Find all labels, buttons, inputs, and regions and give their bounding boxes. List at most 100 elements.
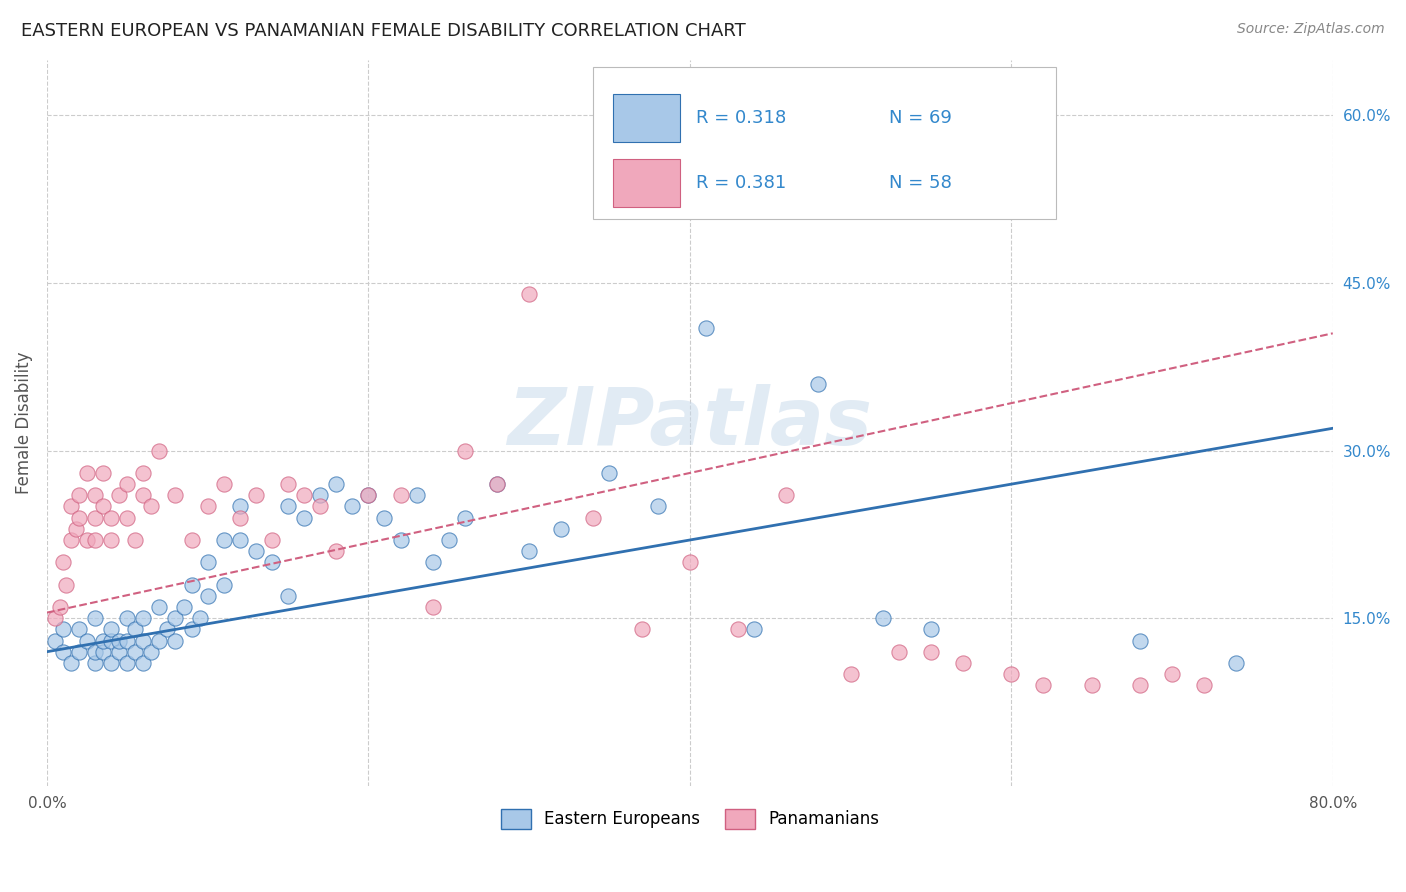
Point bbox=[91, 500, 114, 514]
Point bbox=[582, 510, 605, 524]
Point bbox=[775, 488, 797, 502]
Point bbox=[67, 645, 90, 659]
Point bbox=[357, 488, 380, 502]
Point bbox=[437, 533, 460, 547]
Point bbox=[84, 656, 107, 670]
Point bbox=[342, 500, 364, 514]
Point bbox=[1032, 198, 1054, 212]
Point bbox=[920, 623, 942, 637]
Point bbox=[454, 443, 477, 458]
Text: ZIPatlas: ZIPatlas bbox=[508, 384, 872, 462]
Point bbox=[108, 633, 131, 648]
FancyBboxPatch shape bbox=[613, 94, 679, 142]
Point bbox=[727, 623, 749, 637]
Point bbox=[309, 500, 332, 514]
Point bbox=[91, 645, 114, 659]
Point bbox=[117, 477, 139, 491]
Point bbox=[124, 645, 146, 659]
Point bbox=[148, 443, 170, 458]
Point bbox=[229, 510, 252, 524]
Point bbox=[1192, 678, 1215, 692]
Point bbox=[357, 488, 380, 502]
Point bbox=[325, 544, 347, 558]
Point bbox=[679, 555, 702, 569]
Point bbox=[952, 656, 974, 670]
Point bbox=[277, 589, 299, 603]
Point bbox=[117, 633, 139, 648]
Point bbox=[197, 555, 219, 569]
Point bbox=[76, 533, 98, 547]
Point bbox=[173, 600, 195, 615]
Point bbox=[807, 376, 830, 391]
Point bbox=[156, 623, 179, 637]
Point bbox=[1129, 678, 1152, 692]
Point bbox=[100, 656, 122, 670]
Point bbox=[55, 577, 77, 591]
Point bbox=[148, 633, 170, 648]
Point bbox=[373, 510, 395, 524]
Point bbox=[124, 533, 146, 547]
Point bbox=[76, 466, 98, 480]
Point bbox=[325, 477, 347, 491]
Point bbox=[52, 623, 75, 637]
Point bbox=[517, 544, 540, 558]
Point bbox=[100, 633, 122, 648]
Point bbox=[1161, 667, 1184, 681]
Point bbox=[84, 611, 107, 625]
Point bbox=[100, 510, 122, 524]
Point bbox=[188, 611, 211, 625]
Point bbox=[44, 633, 66, 648]
Point bbox=[422, 555, 444, 569]
Point bbox=[59, 656, 82, 670]
Point bbox=[165, 633, 187, 648]
Point bbox=[1080, 678, 1102, 692]
Point bbox=[108, 488, 131, 502]
Point bbox=[180, 577, 202, 591]
Point bbox=[44, 611, 66, 625]
Point bbox=[598, 466, 620, 480]
Point bbox=[108, 645, 131, 659]
Point bbox=[309, 488, 332, 502]
Point bbox=[84, 510, 107, 524]
Point bbox=[84, 488, 107, 502]
Point bbox=[84, 533, 107, 547]
Point bbox=[454, 510, 477, 524]
Text: R = 0.318: R = 0.318 bbox=[696, 109, 786, 127]
Point bbox=[260, 533, 283, 547]
Point bbox=[117, 611, 139, 625]
Point bbox=[117, 510, 139, 524]
Point bbox=[48, 600, 70, 615]
Point bbox=[229, 533, 252, 547]
Point bbox=[292, 488, 315, 502]
Point bbox=[165, 488, 187, 502]
Point bbox=[84, 645, 107, 659]
FancyBboxPatch shape bbox=[613, 159, 679, 207]
Point bbox=[132, 611, 155, 625]
Point bbox=[292, 510, 315, 524]
Point bbox=[76, 633, 98, 648]
Point bbox=[695, 320, 717, 334]
Point bbox=[405, 488, 427, 502]
Point bbox=[245, 544, 267, 558]
Point bbox=[100, 623, 122, 637]
Point bbox=[212, 477, 235, 491]
Point bbox=[422, 600, 444, 615]
Point bbox=[91, 633, 114, 648]
Point bbox=[212, 533, 235, 547]
Point bbox=[117, 656, 139, 670]
Y-axis label: Female Disability: Female Disability bbox=[15, 351, 32, 494]
Point bbox=[1129, 633, 1152, 648]
Point bbox=[260, 555, 283, 569]
Point bbox=[132, 633, 155, 648]
Point bbox=[245, 488, 267, 502]
Point bbox=[1032, 678, 1054, 692]
Point bbox=[165, 611, 187, 625]
Point bbox=[630, 623, 652, 637]
Point bbox=[485, 477, 508, 491]
Point bbox=[920, 645, 942, 659]
Point bbox=[277, 500, 299, 514]
Point bbox=[389, 533, 412, 547]
Legend: Eastern Europeans, Panamanians: Eastern Europeans, Panamanians bbox=[494, 802, 886, 836]
Point bbox=[67, 488, 90, 502]
Point bbox=[67, 510, 90, 524]
